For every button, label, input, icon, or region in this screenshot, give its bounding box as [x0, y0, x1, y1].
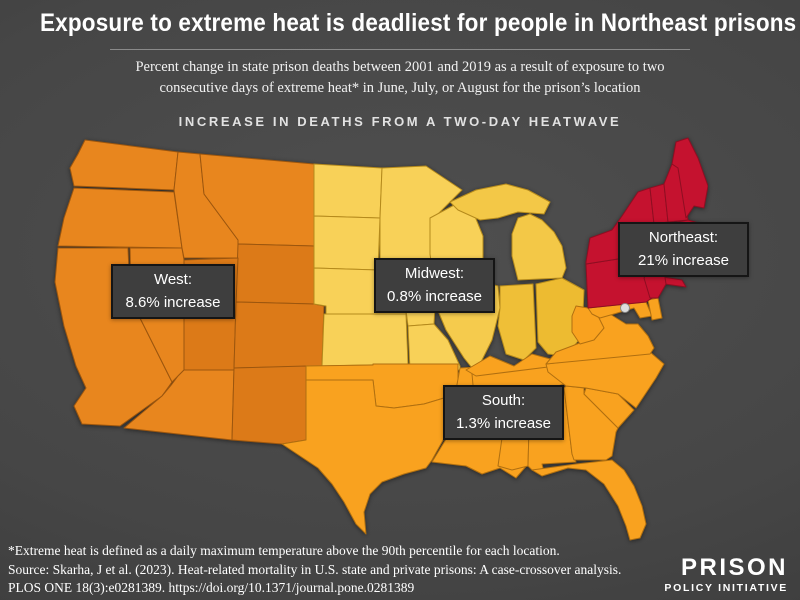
state-fl-south	[531, 459, 647, 541]
subtitle: Percent change in state prison deaths be…	[0, 57, 800, 98]
source-line-2: PLOS ONE 18(3):e0281389. https://doi.org…	[8, 580, 415, 596]
source-line-1: Source: Skarha, J et al. (2023). Heat-re…	[8, 562, 622, 577]
title-divider	[110, 49, 690, 50]
midwest-label-value: 0.8% increase	[386, 287, 483, 305]
state-ks-midwest	[321, 313, 409, 367]
west-region-label: West: 8.6% increase	[111, 264, 235, 319]
state-nc-south	[545, 351, 665, 409]
state-tx-south	[281, 379, 459, 535]
south-label-name: South:	[481, 392, 526, 409]
source-citation: Source: Skarha, J et al. (2023). Heat-re…	[8, 561, 621, 598]
state-co-west	[233, 301, 325, 369]
state-md-south	[587, 301, 653, 319]
state-sd-midwest	[313, 215, 381, 271]
west-label-name: West:	[153, 271, 193, 288]
subtitle-line-2: consecutive days of extreme heat* in Jun…	[159, 79, 641, 96]
us-choropleth-map	[54, 137, 708, 541]
map-section-label: INCREASE IN DEATHS FROM A TWO-DAY HEATWA…	[178, 114, 622, 129]
state-nd-midwest	[313, 163, 383, 219]
subtitle-line-1: Percent change in state prison deaths be…	[135, 59, 665, 75]
state-in-midwest	[497, 283, 537, 361]
south-region-label: South: 1.3% increase	[443, 385, 564, 440]
state-nm-west	[231, 365, 307, 445]
midwest-region-label: Midwest: 0.8% increase	[374, 258, 495, 313]
state-mi-upper-midwest	[449, 183, 551, 221]
logo-wordmark: PRISON	[680, 554, 788, 581]
prison-policy-initiative-logo: PRISON POLICY INITIATIVE	[664, 554, 788, 595]
state-wy-west	[235, 243, 315, 305]
northeast-label-name: Northeast:	[648, 229, 719, 246]
west-label-value: 8.6% increase	[125, 293, 221, 311]
logo-subtitle: POLICY INITIATIVE	[664, 582, 788, 594]
state-mi-lower-midwest	[511, 213, 567, 281]
northeast-label-value: 21% increase	[638, 251, 729, 269]
northeast-region-label: Northeast: 21% increase	[618, 222, 749, 277]
state-me-northeast	[671, 137, 708, 219]
state-wa-west	[69, 139, 179, 191]
washington-dc-marker	[620, 303, 630, 313]
midwest-label-name: Midwest:	[404, 265, 465, 282]
south-label-value: 1.3% increase	[455, 414, 552, 432]
state-or-west	[57, 187, 183, 249]
state-de-south	[647, 297, 663, 321]
page-title: Exposure to extreme heat is deadliest fo…	[40, 9, 797, 37]
footnote: *Extreme heat is defined as a daily maxi…	[8, 543, 560, 558]
